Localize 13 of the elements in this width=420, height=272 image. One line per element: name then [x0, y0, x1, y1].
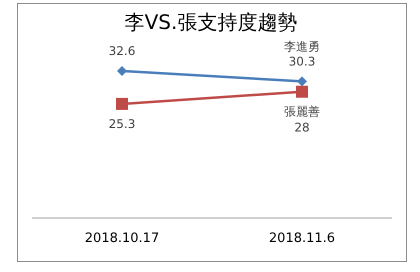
text: 李進勇 [284, 39, 320, 54]
x-tick-label: 2018.10.17 [84, 231, 160, 246]
x-tick-label: 2018.11.6 [268, 231, 336, 246]
data-label: 30.3 [288, 54, 316, 68]
chart-title: 李VS.張支持度趨勢 [124, 10, 298, 34]
point [117, 66, 127, 76]
point [116, 98, 128, 110]
point [297, 76, 307, 86]
data-label: 32.6 [108, 44, 136, 58]
data-label: 25.3 [108, 116, 136, 131]
point [296, 86, 308, 98]
data-label: 28 [294, 120, 310, 135]
series-label: 張麗善 [284, 104, 320, 119]
